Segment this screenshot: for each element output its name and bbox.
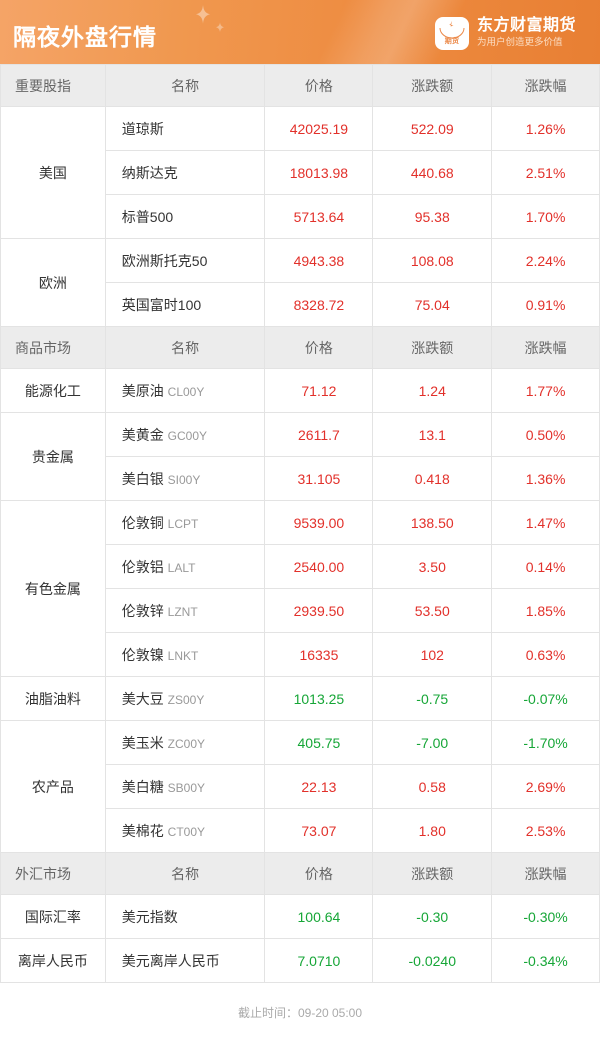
- svg-text:期货: 期货: [445, 36, 459, 45]
